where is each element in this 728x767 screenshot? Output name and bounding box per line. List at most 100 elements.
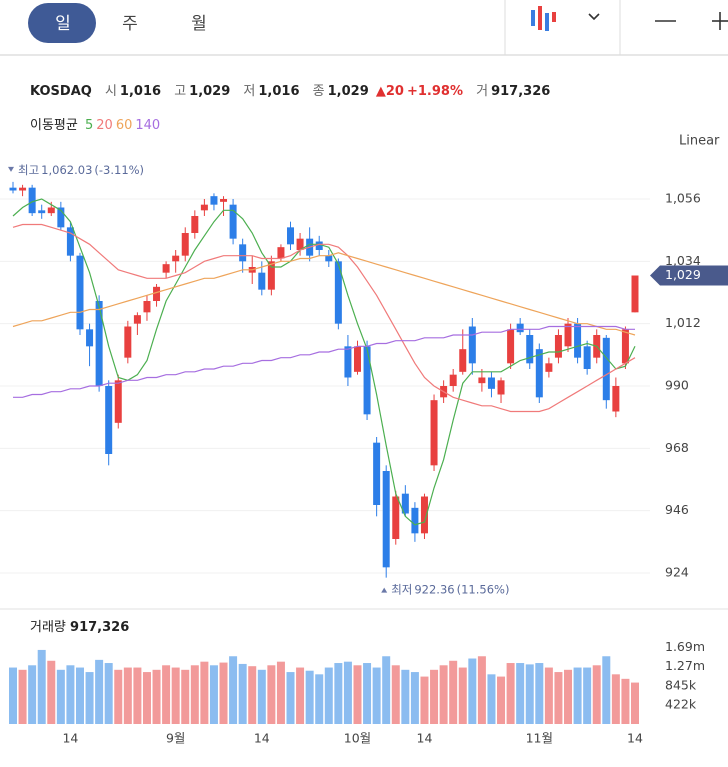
ma-line xyxy=(12,223,636,413)
legend-item[interactable]: 5 xyxy=(84,118,94,133)
candle-body xyxy=(487,377,495,389)
candle-body xyxy=(315,241,323,250)
price-tag xyxy=(650,265,728,286)
candle-body xyxy=(95,301,103,386)
volume-bar xyxy=(123,667,132,724)
candle-body xyxy=(334,261,342,324)
candle-body xyxy=(105,386,113,454)
volume-bar xyxy=(592,665,601,724)
x-tick-label: 14 xyxy=(254,731,270,746)
volume-bar xyxy=(267,665,276,724)
annotation-part: 최저 xyxy=(391,582,412,596)
value: 1,029 xyxy=(327,84,369,99)
candle-body xyxy=(38,210,46,214)
tab[interactable]: 주 xyxy=(122,14,138,34)
chart-type-icon[interactable] xyxy=(531,6,556,31)
volume-bar xyxy=(9,667,17,724)
candle-body xyxy=(621,329,629,364)
annotation-part: (11.56%) xyxy=(457,582,510,596)
volume-bar xyxy=(276,661,285,724)
candle-body xyxy=(612,386,620,412)
scale-label[interactable]: Linear xyxy=(679,134,720,149)
volume-bar xyxy=(343,661,352,724)
legend-item[interactable]: 60 xyxy=(115,118,133,133)
candle-body xyxy=(373,442,381,505)
volume-bar xyxy=(410,672,419,724)
change: ▲20 xyxy=(375,84,404,99)
candle-body xyxy=(583,346,591,369)
candle-body xyxy=(296,238,304,250)
volume-bar xyxy=(564,669,573,724)
volume-bar xyxy=(554,672,563,724)
marker xyxy=(8,166,14,172)
volume-bar xyxy=(257,669,266,724)
candle-body xyxy=(564,323,572,347)
chevron[interactable] xyxy=(588,13,600,21)
volume-bar xyxy=(171,667,180,724)
candle-body xyxy=(124,326,132,358)
zoom-in[interactable] xyxy=(712,12,728,30)
candle-body xyxy=(411,507,419,534)
y-tick-label: 946 xyxy=(665,502,689,517)
candle-body xyxy=(516,323,524,333)
candle-body xyxy=(47,207,55,214)
candle-body xyxy=(86,329,94,347)
volume-bar xyxy=(535,663,544,724)
ma-line xyxy=(12,198,636,526)
volume-bar xyxy=(47,660,56,724)
tab[interactable]: 일 xyxy=(55,14,71,34)
candle-body xyxy=(392,496,400,539)
volume-bar xyxy=(315,674,324,724)
volume-bar xyxy=(334,663,343,724)
label: 시 xyxy=(104,84,117,99)
candle-body xyxy=(57,207,65,228)
candle-body xyxy=(181,233,189,256)
volume-bar xyxy=(420,676,429,724)
legend-item[interactable]: 20 xyxy=(96,118,113,133)
candle-body xyxy=(220,199,228,202)
volume-bar xyxy=(286,672,295,724)
volume-bar xyxy=(152,669,161,724)
candle-body xyxy=(191,216,199,233)
volume-bar xyxy=(573,667,582,724)
y-tick-label: 1,056 xyxy=(665,191,701,206)
candle-body xyxy=(76,255,84,330)
tab[interactable]: 월 xyxy=(191,14,207,34)
ma-legend: 이동평균 5 20 60 140 xyxy=(30,114,163,133)
candle-body xyxy=(66,227,74,256)
annotation: 최저 922.36 (11.56%) xyxy=(391,582,509,596)
volume-bar xyxy=(142,672,151,724)
volume-bar xyxy=(28,665,37,724)
candle-body xyxy=(162,264,170,273)
y-tick-label: 968 xyxy=(665,440,689,455)
quote-row: KOSDAQ 시 1,016 고 1,029 저 1,016 종 1,029 ▲20 +1… xyxy=(30,80,553,99)
volume-bar xyxy=(66,665,75,724)
candle-body xyxy=(19,187,27,191)
volume-bar xyxy=(439,665,448,724)
volume-bar xyxy=(296,667,305,724)
candle-body xyxy=(277,247,285,259)
candle-body xyxy=(153,286,161,301)
annotation-part: (-3.11%) xyxy=(94,162,144,176)
volume-title: 거래량 917,326 xyxy=(30,620,129,635)
legend-item[interactable]: 140 xyxy=(135,118,161,133)
y-tick-label: 845k xyxy=(665,677,697,692)
candle-body xyxy=(258,272,266,290)
candle-body xyxy=(449,374,457,386)
volume-bar xyxy=(85,672,94,724)
volume-bar xyxy=(95,659,104,724)
change-pct: +1.98% xyxy=(406,84,463,99)
ma-label: 이동평균 xyxy=(30,118,78,133)
volume-bar xyxy=(401,669,410,724)
tab-pill[interactable] xyxy=(28,3,96,43)
annotation-part: 최고 xyxy=(18,162,39,176)
volume-bar xyxy=(458,667,467,724)
volume-bar xyxy=(372,667,381,724)
volume-bar xyxy=(583,667,592,724)
value: 917,326 xyxy=(491,84,551,99)
candle-body xyxy=(631,275,639,313)
candle-body xyxy=(28,187,36,214)
y-tick-label: 1,034 xyxy=(665,253,701,268)
annotation: 최고 1,062.03 (-3.11%) xyxy=(18,162,144,176)
